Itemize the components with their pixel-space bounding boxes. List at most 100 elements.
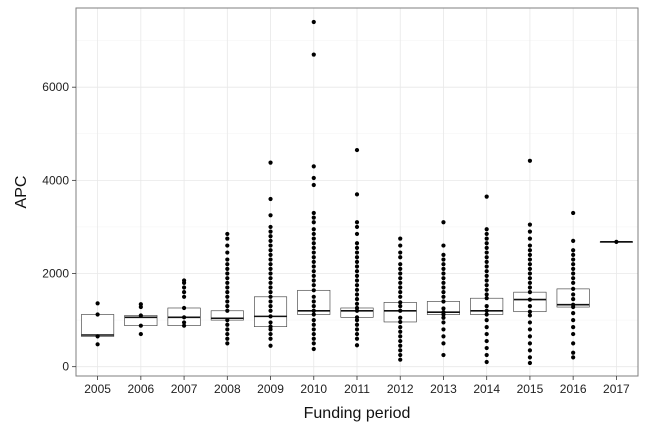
x-tick-label: 2012: [387, 382, 414, 396]
data-point: [527, 290, 533, 295]
point-layer: [95, 19, 619, 366]
data-point: [225, 236, 230, 241]
data-point: [311, 304, 316, 309]
data-point: [527, 257, 533, 262]
data-point: [527, 276, 533, 281]
data-point: [441, 320, 446, 325]
data-point: [484, 324, 489, 330]
data-point: [138, 313, 143, 318]
data-point: [571, 311, 576, 316]
x-tick-label: 2013: [430, 382, 457, 396]
data-point: [354, 220, 360, 225]
data-point: [268, 276, 273, 281]
data-point: [484, 273, 489, 278]
data-point: [268, 331, 273, 337]
data-point: [398, 348, 403, 353]
data-point: [484, 259, 489, 264]
data-point: [571, 238, 576, 244]
data-point: [225, 280, 230, 285]
data-point: [225, 266, 230, 271]
data-point: [398, 294, 403, 299]
x-tick-label: 2008: [214, 382, 241, 396]
data-point: [268, 213, 273, 218]
data-point: [311, 250, 316, 255]
data-point: [527, 313, 533, 318]
data-point: [311, 327, 316, 332]
data-point: [268, 285, 273, 290]
data-point: [268, 229, 273, 234]
data-point: [311, 236, 316, 241]
data-point: [268, 304, 273, 309]
data-point: [181, 320, 187, 325]
data-point: [311, 308, 316, 313]
data-point: [571, 280, 576, 285]
data-point: [354, 241, 360, 246]
data-point: [225, 250, 230, 255]
x-tick-label: 2010: [300, 382, 327, 396]
x-tick-label: 2006: [127, 382, 154, 396]
data-point: [571, 271, 576, 276]
data-point: [527, 248, 533, 253]
data-point: [441, 352, 446, 358]
data-point: [571, 286, 576, 291]
data-point: [398, 255, 403, 260]
x-tick-label: 2017: [603, 382, 630, 396]
data-point: [181, 278, 187, 283]
data-point: [354, 269, 360, 274]
data-point: [268, 320, 273, 325]
data-point: [138, 331, 143, 337]
data-point: [354, 336, 360, 341]
data-point: [527, 334, 533, 339]
data-point: [614, 239, 619, 244]
data-point: [484, 318, 489, 323]
data-point: [268, 343, 273, 348]
data-point: [354, 297, 360, 302]
data-point: [311, 259, 316, 264]
data-point: [225, 257, 230, 262]
data-point: [571, 210, 576, 216]
data-point: [354, 250, 360, 255]
data-point: [398, 338, 403, 344]
data-point: [311, 215, 316, 220]
data-point: [484, 194, 489, 199]
data-point: [225, 304, 230, 309]
data-point: [441, 257, 446, 262]
data-point: [268, 324, 273, 329]
data-point: [571, 318, 576, 323]
data-point: [441, 280, 446, 285]
data-point: [441, 262, 446, 267]
y-axis: 0 2000 4000 6000: [42, 80, 76, 374]
data-point: [268, 234, 273, 239]
data-point: [441, 315, 446, 320]
data-point: [268, 290, 273, 295]
data-point: [527, 222, 533, 227]
data-point: [484, 250, 489, 255]
data-point: [527, 327, 533, 332]
data-point: [354, 245, 360, 250]
data-point: [225, 318, 230, 323]
data-point: [484, 255, 489, 260]
data-point: [354, 147, 360, 153]
data-point: [268, 243, 273, 248]
data-point: [484, 264, 489, 269]
data-point: [484, 283, 489, 288]
data-point: [225, 308, 230, 313]
data-point: [571, 302, 576, 307]
data-point: [311, 322, 316, 327]
data-point: [527, 360, 533, 366]
data-point: [268, 262, 273, 267]
data-point: [225, 243, 230, 248]
data-point: [268, 252, 273, 257]
data-point: [311, 227, 316, 232]
x-tick-label: 2011: [344, 382, 370, 396]
data-point: [441, 294, 446, 299]
data-point: [441, 327, 446, 332]
data-point: [527, 271, 533, 276]
data-point: [311, 52, 316, 57]
data-point: [527, 320, 533, 325]
x-tick-label: 2014: [473, 382, 500, 396]
data-point: [571, 262, 576, 267]
data-point: [268, 299, 273, 304]
data-point: [311, 255, 316, 260]
data-point: [268, 257, 273, 262]
